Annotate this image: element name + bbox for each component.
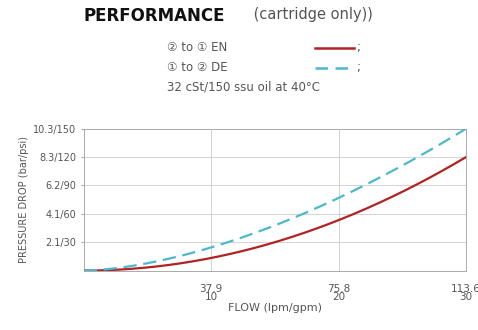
Text: 10: 10 <box>205 292 218 302</box>
Text: ① to ② DE: ① to ② DE <box>167 61 228 74</box>
X-axis label: FLOW (lpm/gpm): FLOW (lpm/gpm) <box>228 303 322 313</box>
Text: 20: 20 <box>332 292 346 302</box>
Text: PERFORMANCE: PERFORMANCE <box>84 7 225 25</box>
Text: ;: ; <box>356 41 360 54</box>
Text: 30: 30 <box>459 292 473 302</box>
Text: ;: ; <box>356 61 360 74</box>
Text: 113.6: 113.6 <box>451 284 478 294</box>
Text: (cartridge only)): (cartridge only)) <box>249 7 372 21</box>
Y-axis label: PRESSURE DROP (bar/psi): PRESSURE DROP (bar/psi) <box>19 136 29 263</box>
Text: ② to ① EN: ② to ① EN <box>167 41 228 54</box>
Text: 37.9: 37.9 <box>200 284 223 294</box>
Text: 75.8: 75.8 <box>327 284 350 294</box>
Text: 32 cSt/150 ssu oil at 40°C: 32 cSt/150 ssu oil at 40°C <box>167 81 320 94</box>
